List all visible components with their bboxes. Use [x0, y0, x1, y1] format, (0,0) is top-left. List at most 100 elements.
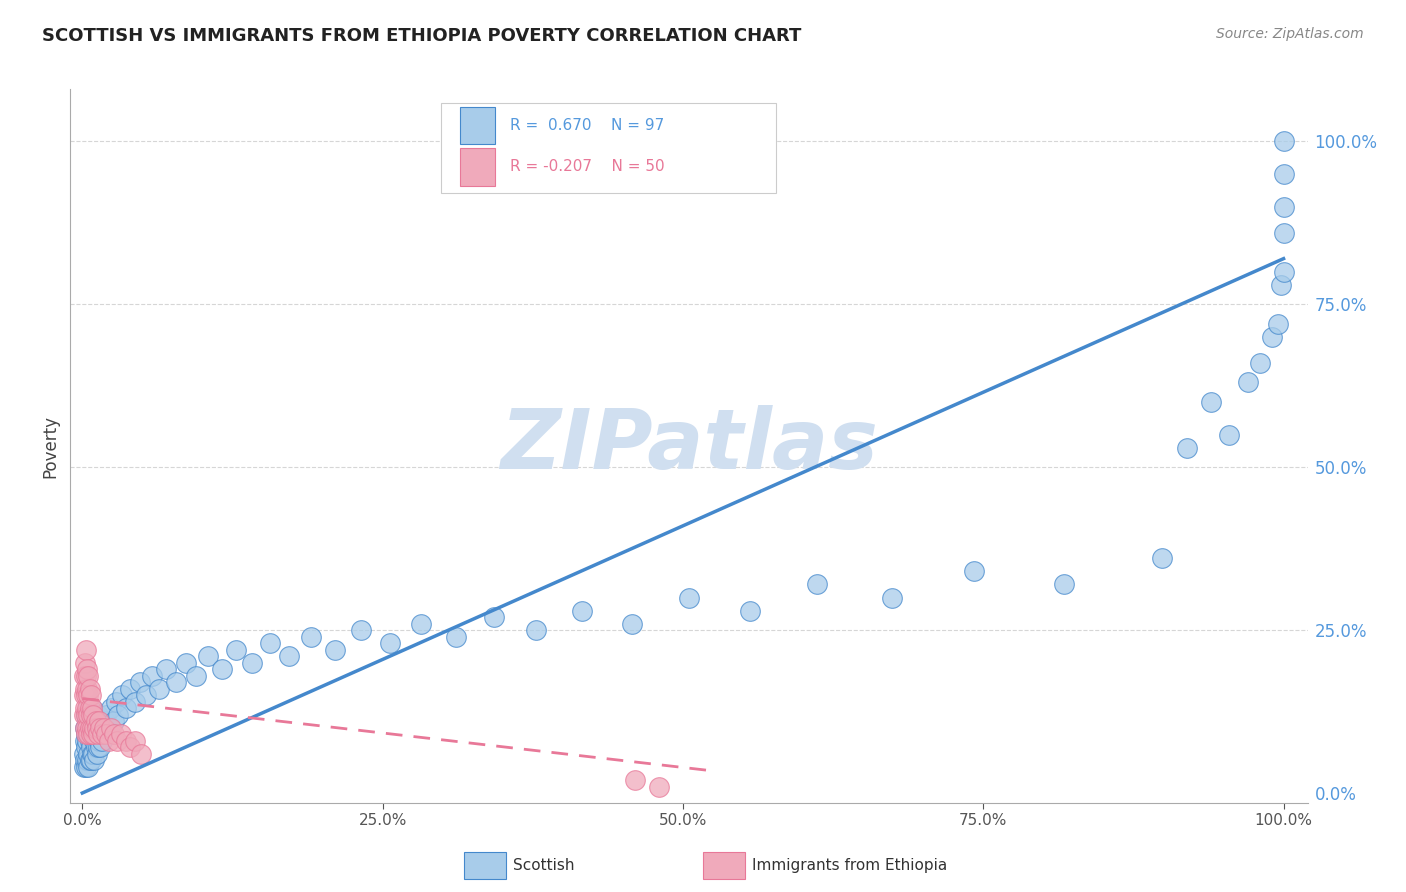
Point	[1272, 200, 1295, 214]
Point	[82, 727, 104, 741]
Point	[77, 727, 100, 741]
Point	[1152, 551, 1174, 566]
Point	[75, 740, 97, 755]
Point	[1236, 376, 1258, 390]
Point	[73, 734, 96, 748]
Point	[880, 591, 903, 605]
Point	[75, 688, 97, 702]
Point	[111, 688, 134, 702]
Point	[165, 675, 187, 690]
Point	[148, 681, 170, 696]
Point	[80, 754, 103, 768]
Point	[83, 754, 105, 768]
Point	[84, 740, 107, 755]
Point	[350, 623, 373, 637]
FancyBboxPatch shape	[441, 103, 776, 193]
Point	[73, 754, 96, 768]
Point	[100, 721, 122, 735]
Point	[87, 740, 110, 755]
Point	[79, 754, 101, 768]
Point	[1201, 395, 1223, 409]
Point	[624, 772, 647, 787]
Point	[124, 695, 146, 709]
Point	[80, 688, 103, 702]
Point	[89, 734, 111, 748]
Point	[105, 734, 128, 748]
Text: R =  0.670    N = 97: R = 0.670 N = 97	[509, 118, 664, 133]
Point	[75, 707, 97, 722]
Point	[73, 701, 96, 715]
Point	[76, 754, 98, 768]
Point	[97, 721, 120, 735]
Point	[73, 721, 96, 735]
Point	[75, 707, 97, 722]
Point	[75, 727, 97, 741]
Point	[103, 727, 125, 741]
Point	[678, 591, 700, 605]
Point	[72, 688, 94, 702]
Point	[114, 701, 136, 715]
Point	[409, 616, 432, 631]
Point	[76, 662, 98, 676]
Point	[75, 642, 97, 657]
Point	[186, 669, 208, 683]
Point	[80, 727, 103, 741]
Point	[90, 727, 112, 741]
Point	[76, 721, 98, 735]
Point	[1272, 265, 1295, 279]
Point	[79, 734, 101, 748]
Point	[277, 649, 299, 664]
Point	[76, 734, 98, 748]
Point	[80, 740, 103, 755]
Point	[1249, 356, 1271, 370]
Point	[89, 714, 111, 729]
Point	[1272, 134, 1295, 148]
Point	[86, 721, 108, 735]
Point	[75, 669, 97, 683]
Point	[93, 721, 115, 735]
Point	[72, 760, 94, 774]
Point	[76, 681, 98, 696]
Point	[96, 727, 118, 741]
Point	[73, 681, 96, 696]
Point	[89, 714, 111, 729]
Point	[240, 656, 263, 670]
Point	[740, 603, 762, 617]
Point	[141, 669, 163, 683]
Point	[100, 701, 122, 715]
Text: Scottish: Scottish	[513, 858, 575, 872]
Point	[621, 616, 644, 631]
Point	[79, 707, 101, 722]
Point	[77, 688, 100, 702]
Point	[962, 565, 984, 579]
Point	[83, 734, 105, 748]
Point	[75, 727, 97, 741]
Point	[76, 714, 98, 729]
Point	[299, 630, 322, 644]
Point	[103, 714, 125, 729]
Point	[72, 669, 94, 683]
Point	[76, 701, 98, 715]
Point	[91, 727, 114, 741]
Point	[571, 603, 593, 617]
Point	[120, 740, 142, 755]
Point	[323, 642, 346, 657]
Text: Immigrants from Ethiopia: Immigrants from Ethiopia	[752, 858, 948, 872]
Point	[79, 701, 101, 715]
Point	[79, 681, 101, 696]
Point	[77, 727, 100, 741]
Point	[1177, 441, 1199, 455]
Point	[79, 721, 101, 735]
Point	[80, 721, 103, 735]
Point	[129, 675, 152, 690]
Point	[174, 656, 197, 670]
Point	[107, 707, 129, 722]
Point	[72, 747, 94, 761]
Point	[82, 721, 104, 735]
Point	[86, 721, 108, 735]
FancyBboxPatch shape	[460, 106, 495, 144]
Point	[120, 681, 142, 696]
Point	[86, 747, 108, 761]
Text: R = -0.207    N = 50: R = -0.207 N = 50	[509, 160, 664, 175]
Point	[90, 734, 112, 748]
